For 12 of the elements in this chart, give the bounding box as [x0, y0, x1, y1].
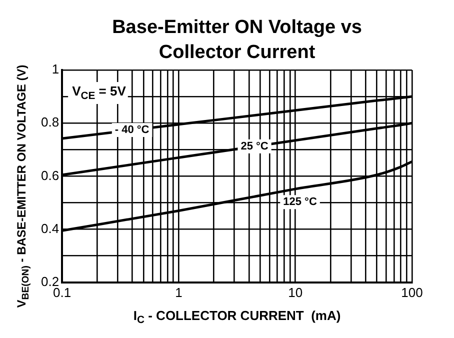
y-tick-label: 1 [52, 62, 60, 77]
series-label: 25 °C [240, 140, 268, 152]
y-tick-label: 0.6 [40, 168, 60, 183]
y-tick-label: 0.8 [40, 114, 60, 130]
series-label: 125 °C [283, 196, 317, 208]
chart-title: Base-Emitter ON Voltage vs Collector Current [112, 17, 362, 64]
x-tick-label: 100 [401, 284, 423, 300]
x-tick-label: 1 [175, 284, 182, 300]
y-axis-title: VBE(ON) - BASE-EMITTER ON VOLTAGE (V) [14, 64, 32, 308]
y-tick-label: 0.4 [40, 220, 60, 236]
series-label: - 40 °C [114, 124, 150, 136]
x-tick-label: 10 [288, 284, 303, 300]
